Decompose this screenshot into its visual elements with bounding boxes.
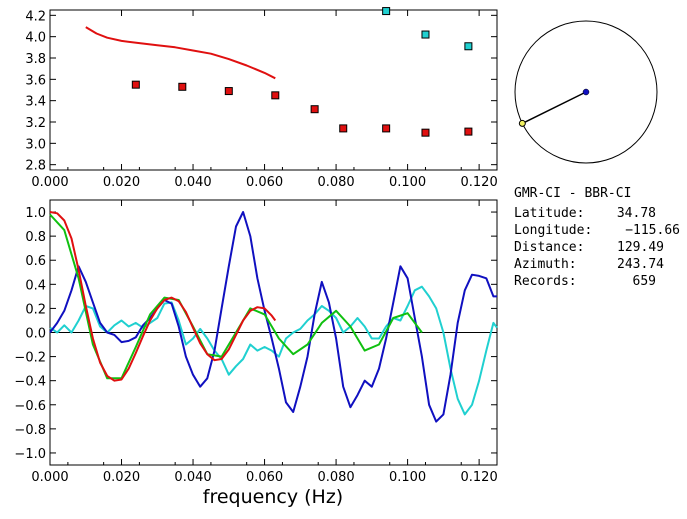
dispersion-marker (421, 128, 430, 137)
coherence-x-tick-label: 0.040 (174, 470, 211, 485)
dispersion-x-tick-label: 0.020 (103, 175, 140, 190)
azimuth-line (521, 91, 587, 125)
dispersion-y-tick-label: 3.4 (25, 95, 46, 110)
dispersion-marker (178, 82, 187, 91)
coherence-y-tick-label: 0.0 (25, 327, 46, 342)
distance-label: Distance: (514, 240, 584, 255)
coherence-panel: 0.000 0.020 0.040 0.060 0.080 0.100 0.120 1.0 0.… (14, 199, 498, 508)
dispersion-y-tick-label: 3.6 (25, 73, 46, 88)
coherence-series-line-2 (49, 213, 423, 380)
azimuth-circle-outline (514, 20, 658, 164)
dispersion-x-tick-label: 0.000 (31, 175, 68, 190)
dispersion-y-tick-label: 4.2 (25, 9, 46, 24)
dispersion-marker (464, 42, 473, 51)
dispersion-marker (464, 127, 473, 136)
dispersion-panel: 0.000 0.020 0.040 0.060 0.080 0.100 0.120 2.8 3.… (25, 7, 498, 190)
dispersion-x-tick-label: 0.080 (317, 175, 354, 190)
records-value: 659 (633, 274, 656, 289)
dispersion-y-tick-label: 2.8 (25, 159, 46, 174)
dispersion-marker (382, 7, 391, 16)
dispersion-x-tick-label: 0.100 (389, 175, 426, 190)
coherence-series-line-1 (49, 211, 497, 423)
coherence-x-tick-label: 0.020 (103, 470, 140, 485)
dispersion-marker (421, 30, 430, 39)
dispersion-series (85, 7, 473, 137)
coherence-ticks: 0.000 0.020 0.040 0.060 0.080 0.100 0.120 1.0 0.… (14, 200, 498, 485)
station-pair: GMR-CI - BBR-CI (514, 186, 631, 201)
dispersion-y-tick-label: 3.2 (25, 116, 46, 131)
dispersion-marker (382, 124, 391, 133)
dispersion-marker (131, 80, 140, 89)
distance-value: 129.49 (617, 240, 664, 255)
coherence-y-tick-label: 0.4 (25, 278, 46, 293)
coherence-x-tick-label: 0.060 (246, 470, 283, 485)
coherence-x-tick-label: 0.080 (317, 470, 354, 485)
coherence-y-tick-label: 0.8 (25, 230, 46, 245)
dispersion-panel-frame (49, 9, 498, 171)
dispersion-marker (339, 124, 348, 133)
azimuth-label: Azimuth: (514, 257, 577, 272)
coherence-x-tick-label: 0.120 (461, 470, 498, 485)
dispersion-series-line-0 (85, 26, 276, 80)
station-center-dot (582, 88, 590, 96)
coherence-y-tick-label: 0.2 (25, 302, 46, 317)
dispersion-marker (224, 87, 233, 96)
coherence-y-tick-label: −0.8 (14, 423, 46, 438)
x-axis-label: frequency (Hz) (203, 486, 343, 508)
dispersion-x-tick-label: 0.060 (246, 175, 283, 190)
coherence-x-tick-label: 0.000 (31, 470, 68, 485)
coherence-y-tick-label: −1.0 (14, 447, 46, 462)
azimuth-value: 243.74 (617, 257, 664, 272)
coherence-y-tick-label: −0.2 (14, 351, 46, 366)
latitude-label: Latitude: (514, 206, 584, 221)
azimuth-end-dot (518, 119, 526, 127)
dispersion-y-tick-label: 3.0 (25, 137, 46, 152)
coherence-y-tick-label: −0.4 (14, 375, 46, 390)
longitude-value: −115.66 (625, 223, 680, 238)
coherence-y-tick-label: 1.0 (25, 206, 46, 221)
coherence-series-line-0 (49, 285, 498, 416)
dispersion-x-tick-label: 0.120 (461, 175, 498, 190)
azimuth-circle (514, 20, 658, 164)
dispersion-y-tick-label: 3.8 (25, 52, 46, 67)
coherence-y-tick-label: −0.6 (14, 399, 46, 414)
coherence-x-tick-label: 0.100 (389, 470, 426, 485)
dispersion-x-tick-label: 0.040 (174, 175, 211, 190)
records-label: Records: (514, 274, 577, 289)
coherence-series-line-3 (49, 211, 277, 382)
coherence-y-tick-label: 0.6 (25, 254, 46, 269)
dispersion-ticks: 0.000 0.020 0.040 0.060 0.080 0.100 0.120 2.8 3.… (25, 9, 497, 190)
dispersion-marker (271, 91, 280, 100)
coherence-series (49, 211, 498, 423)
dispersion-y-tick-label: 4.0 (25, 31, 46, 46)
longitude-label: Longitude: (514, 223, 592, 238)
station-info: GMR-CI - BBR-CI Latitude: 34.78 Longitud… (514, 186, 680, 289)
latitude-value: 34.78 (617, 206, 656, 221)
dispersion-marker (310, 105, 319, 114)
